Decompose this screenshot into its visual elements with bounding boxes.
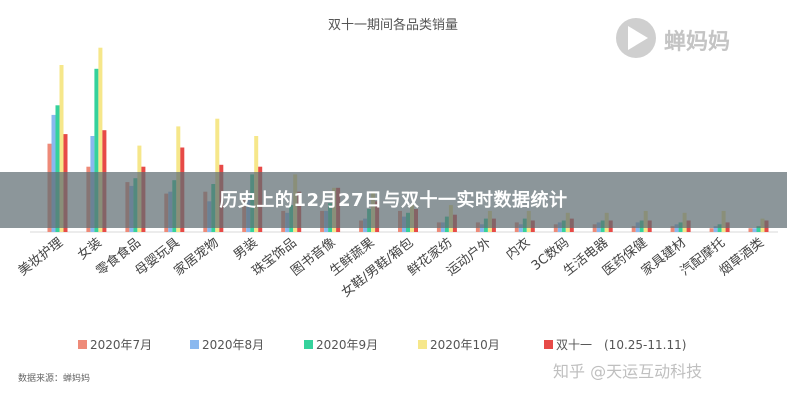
legend-label: 2020年8月	[202, 338, 264, 352]
brand-logo	[616, 18, 656, 58]
bar-2-1	[94, 68, 99, 232]
logo-text: 蝉妈妈	[664, 30, 731, 55]
legend-item[interactable]: 2020年9月	[304, 338, 378, 352]
x-tick-label: 女装	[75, 235, 105, 264]
bar-1-11	[479, 224, 484, 232]
legend[interactable]: 2020年7月 2020年8月 2020年9月 2020年10月 双十一 (10.25-…	[78, 338, 686, 352]
x-tick-label: 内衣	[503, 235, 533, 264]
legend-swatch	[78, 340, 87, 349]
bar-1-18	[752, 228, 757, 232]
legend-swatch	[190, 340, 199, 349]
watermark-text: 知乎 @天运互动科技	[553, 362, 703, 381]
bar-0-16	[670, 226, 675, 232]
x-tick-label: 美妆护理	[16, 235, 66, 279]
title-banner	[0, 172, 787, 228]
bar-1-16	[674, 224, 679, 232]
legend-label: 2020年9月	[316, 338, 378, 352]
legend-swatch	[544, 340, 553, 349]
legend-label: 2020年7月	[90, 338, 152, 352]
banner-title: 历史上的12月27日与双十一实时数据统计	[219, 190, 568, 211]
bar-0-15	[631, 226, 636, 232]
chart-title: 双十一期间各品类销量	[328, 17, 458, 33]
bar-0-14	[592, 224, 597, 232]
legend-item[interactable]: 双十一 (10.25-11.11)	[544, 338, 686, 352]
watermark: 知乎 @天运互动科技	[553, 358, 702, 382]
legend-label: 双十一 (10.25-11.11)	[556, 338, 686, 352]
bar-0-13	[553, 224, 558, 232]
bar-2-17	[717, 224, 722, 232]
legend-swatch	[304, 340, 313, 349]
legend-item[interactable]: 2020年10月	[418, 338, 500, 352]
bar-3-0	[59, 65, 64, 232]
legend-item[interactable]: 2020年7月	[78, 338, 152, 352]
bar-0-17	[709, 228, 714, 232]
bar-1-17	[713, 226, 718, 232]
bar-0-18	[748, 228, 753, 232]
bar-3-1	[98, 47, 103, 233]
x-tick-label: 家居宠物	[171, 235, 222, 280]
bar-1-12	[518, 224, 523, 232]
logo-play-icon	[628, 26, 648, 50]
bar-2-0	[55, 105, 60, 232]
x-tick-label: 烟草酒类	[717, 235, 767, 279]
legend-swatch	[418, 340, 427, 349]
x-tick-label: 男装	[231, 235, 261, 263]
legend-label: 2020年10月	[430, 338, 500, 352]
source-label: 数据来源：蝉妈妈	[18, 372, 90, 384]
x-tick-label: 运动户外	[444, 235, 495, 280]
bar-2-18	[756, 226, 761, 232]
legend-item[interactable]: 2020年8月	[190, 338, 264, 352]
